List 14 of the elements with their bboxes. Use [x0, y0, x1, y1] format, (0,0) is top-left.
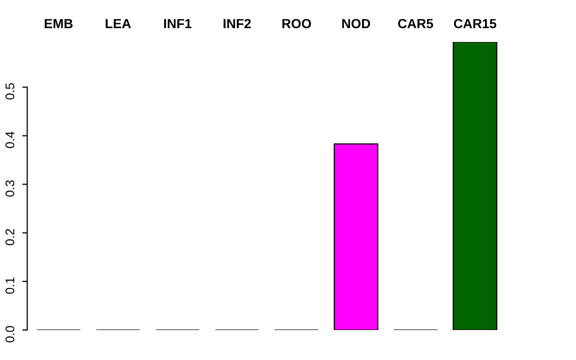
y-tick-label: 0.2: [5, 228, 14, 246]
x-tick-label: INF2: [224, 18, 251, 28]
y-tick-label: 0.3: [5, 180, 14, 197]
x-tick-label: LEA: [106, 19, 131, 28]
y-tick-label: 0.0: [5, 326, 14, 342]
x-tick-label: NOD: [342, 18, 370, 28]
x-tick-label: INF1: [164, 19, 192, 28]
y-tick-label: 0.1: [5, 278, 14, 294]
y-tick-label: 0.5: [5, 83, 14, 100]
y-tick-label: 0.4: [5, 132, 14, 148]
x-tick-label: EMB: [44, 19, 73, 28]
x-tick-label: CAR5: [398, 18, 434, 28]
x-tick-label: ROO: [282, 18, 312, 28]
x-tick-label: CAR15: [454, 18, 496, 28]
